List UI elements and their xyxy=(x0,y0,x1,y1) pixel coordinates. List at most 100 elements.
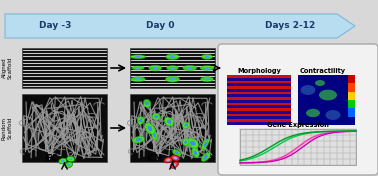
Ellipse shape xyxy=(135,78,141,80)
Text: Morphology: Morphology xyxy=(237,68,281,74)
Ellipse shape xyxy=(182,139,189,146)
Ellipse shape xyxy=(145,123,155,134)
Ellipse shape xyxy=(184,124,188,127)
Ellipse shape xyxy=(65,162,73,168)
Text: Aligned
Scaffold: Aligned Scaffold xyxy=(2,57,12,79)
Ellipse shape xyxy=(205,55,209,58)
Ellipse shape xyxy=(165,76,180,82)
Ellipse shape xyxy=(306,109,320,117)
Text: Random
Scaffold: Random Scaffold xyxy=(2,117,12,140)
Ellipse shape xyxy=(200,66,214,70)
Ellipse shape xyxy=(154,115,158,118)
Bar xyxy=(227,116,291,120)
Ellipse shape xyxy=(200,77,214,82)
Ellipse shape xyxy=(153,67,158,70)
Bar xyxy=(130,48,215,88)
Ellipse shape xyxy=(67,164,70,166)
Bar xyxy=(298,75,355,125)
Ellipse shape xyxy=(166,54,179,60)
Text: iEC: iEC xyxy=(44,154,58,163)
Bar xyxy=(227,100,291,103)
Ellipse shape xyxy=(136,67,140,69)
Ellipse shape xyxy=(136,138,141,141)
Ellipse shape xyxy=(67,156,75,162)
Ellipse shape xyxy=(175,151,178,154)
Ellipse shape xyxy=(192,148,199,157)
Ellipse shape xyxy=(301,85,316,95)
Ellipse shape xyxy=(135,56,141,58)
Ellipse shape xyxy=(201,54,213,59)
Text: Day 0: Day 0 xyxy=(146,21,174,30)
Bar xyxy=(348,83,355,92)
Bar xyxy=(227,77,291,81)
Ellipse shape xyxy=(319,90,337,100)
Ellipse shape xyxy=(190,141,195,146)
Bar xyxy=(227,75,291,125)
Ellipse shape xyxy=(137,117,144,124)
Ellipse shape xyxy=(149,65,162,71)
Ellipse shape xyxy=(143,99,151,107)
Bar xyxy=(227,94,291,97)
Ellipse shape xyxy=(201,152,210,162)
Ellipse shape xyxy=(59,158,67,164)
Ellipse shape xyxy=(146,102,149,105)
FancyArrow shape xyxy=(5,14,355,38)
Bar xyxy=(22,48,107,88)
Ellipse shape xyxy=(172,164,176,166)
Ellipse shape xyxy=(133,136,144,143)
Ellipse shape xyxy=(170,55,175,58)
Bar xyxy=(348,100,355,108)
Ellipse shape xyxy=(184,141,187,144)
Ellipse shape xyxy=(130,55,146,59)
Ellipse shape xyxy=(187,138,199,148)
Ellipse shape xyxy=(204,67,209,69)
Bar xyxy=(240,129,356,165)
Ellipse shape xyxy=(164,157,173,163)
Bar xyxy=(227,105,291,108)
Ellipse shape xyxy=(152,113,160,120)
Ellipse shape xyxy=(153,133,156,137)
Ellipse shape xyxy=(325,110,341,120)
Ellipse shape xyxy=(132,66,144,70)
Ellipse shape xyxy=(151,129,158,141)
FancyBboxPatch shape xyxy=(218,44,378,175)
Ellipse shape xyxy=(147,126,152,131)
Ellipse shape xyxy=(61,160,64,162)
Ellipse shape xyxy=(164,117,174,126)
Ellipse shape xyxy=(187,67,192,69)
Ellipse shape xyxy=(69,158,73,160)
Bar xyxy=(130,94,215,162)
Ellipse shape xyxy=(183,65,197,71)
Ellipse shape xyxy=(170,162,178,168)
Text: Days 2-12: Days 2-12 xyxy=(265,21,315,30)
Ellipse shape xyxy=(131,77,145,82)
Bar xyxy=(227,122,291,125)
Bar xyxy=(348,92,355,100)
Text: Contractility: Contractility xyxy=(300,68,346,74)
Ellipse shape xyxy=(174,157,177,159)
Bar xyxy=(227,89,291,92)
Ellipse shape xyxy=(166,159,170,161)
Ellipse shape xyxy=(315,80,325,86)
Ellipse shape xyxy=(172,149,181,156)
Ellipse shape xyxy=(183,122,190,128)
Ellipse shape xyxy=(204,155,208,159)
Text: iCM: iCM xyxy=(146,154,162,163)
Ellipse shape xyxy=(194,150,197,155)
Ellipse shape xyxy=(171,155,180,161)
Bar xyxy=(348,117,355,125)
Ellipse shape xyxy=(139,119,143,122)
Ellipse shape xyxy=(204,78,209,80)
Text: Day -3: Day -3 xyxy=(39,21,71,30)
Ellipse shape xyxy=(167,120,171,124)
Ellipse shape xyxy=(166,66,178,70)
Bar xyxy=(22,94,107,162)
Bar xyxy=(348,75,355,83)
Bar xyxy=(227,111,291,114)
Ellipse shape xyxy=(170,78,175,81)
Ellipse shape xyxy=(170,67,175,69)
Text: Gene Expression: Gene Expression xyxy=(267,121,329,127)
Bar xyxy=(227,83,291,86)
Ellipse shape xyxy=(203,142,207,147)
Bar xyxy=(348,108,355,117)
